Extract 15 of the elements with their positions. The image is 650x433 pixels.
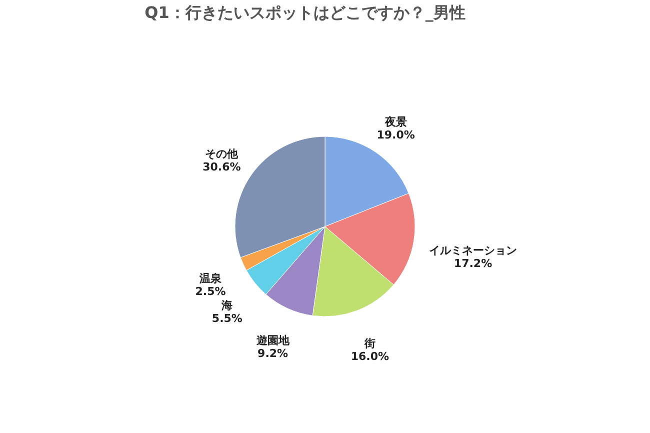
slice-label: 夜景 — [384, 115, 407, 128]
data-label: 17.2% — [454, 256, 492, 270]
slice-label: イルミネーション — [429, 244, 518, 257]
data-label: 16.0% — [350, 350, 389, 364]
data-label: 30.6% — [202, 160, 241, 174]
slice-label: 海 — [220, 298, 233, 312]
slice-label: その他 — [205, 147, 240, 160]
slice-label: 街 — [363, 337, 376, 350]
slice-label: 温泉 — [198, 272, 222, 286]
data-label: 19.0% — [376, 128, 415, 142]
data-label: 5.5% — [212, 312, 242, 325]
chart-title: Q1：行きたいスポットはどこですか？_男性 — [144, 3, 466, 22]
data-label: 2.5% — [195, 285, 226, 298]
slice-label: 遊園地 — [256, 334, 290, 348]
data-label: 9.2% — [258, 347, 288, 360]
